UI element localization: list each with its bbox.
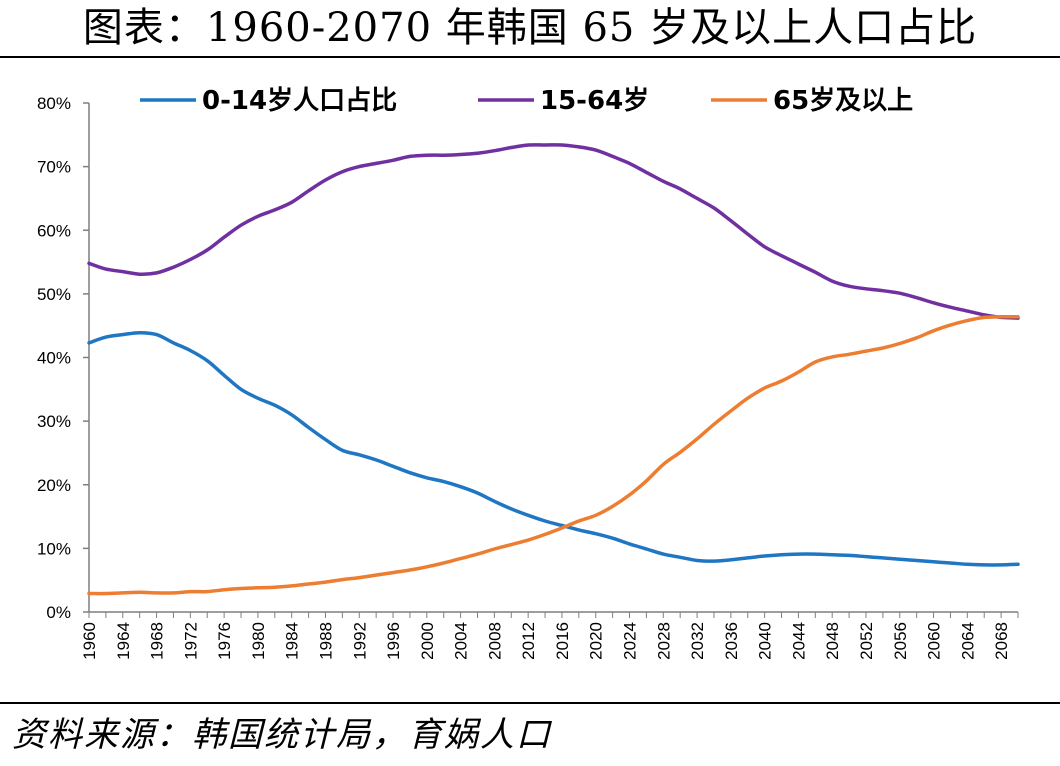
x-tick-label: 2060: [925, 622, 944, 660]
x-tick-label: 2044: [789, 622, 808, 660]
x-tick-label: 2000: [418, 622, 437, 660]
x-tick-label: 2064: [958, 622, 977, 660]
y-axis: 0% 10% 20% 30% 40% 50% 60% 70% 80%: [37, 94, 89, 622]
footer-divider: [0, 702, 1060, 704]
legend-label: 15-64岁: [540, 85, 649, 116]
x-tick-label: 2068: [992, 622, 1011, 660]
y-tick-label: 60%: [37, 221, 71, 240]
x-tick-label: 2024: [621, 622, 640, 660]
y-tick-label: 0%: [46, 603, 71, 622]
series-lines: [89, 145, 1018, 594]
x-tick-label: 1992: [350, 622, 369, 660]
x-tick-label: 1988: [316, 622, 335, 660]
x-tick-label: 2036: [722, 622, 741, 660]
series-line-2: [89, 145, 1018, 318]
source-note: 资料来源：韩国统计局，育娲人口: [12, 712, 552, 758]
x-tick-label: 1984: [283, 622, 302, 660]
x-tick-label: 2048: [823, 622, 842, 660]
line-chart: 0%10%20%30%40%50%60%70%80% 1960 1964 1968 1…: [0, 60, 1060, 700]
y-tick-label: 40%: [37, 349, 71, 368]
x-tick-label: 2056: [891, 622, 910, 660]
x-tick-label: 1980: [249, 622, 268, 660]
x-tick-label: 2020: [587, 622, 606, 660]
x-tick-label: 1972: [181, 622, 200, 660]
x-tick-label: 2040: [756, 622, 775, 660]
legend: 0-14岁人口占比 15-64岁 65岁及以上: [140, 85, 913, 116]
x-tick-label: 1960: [80, 622, 99, 660]
legend-label: 0-14岁人口占比: [202, 85, 397, 116]
x-tick-label: 2052: [857, 622, 876, 660]
y-tick-label: 10%: [37, 539, 71, 558]
legend-label: 65岁及以上: [773, 85, 913, 116]
y-tick-label: 80%: [37, 94, 71, 113]
series-line-3: [89, 317, 1018, 594]
y-tick-label: 70%: [37, 158, 71, 177]
x-tick-label: 2004: [452, 622, 471, 660]
x-tick-label: 1996: [384, 622, 403, 660]
x-tick-label: 1976: [215, 622, 234, 660]
chart-title: 图表：1960-2070 年韩国 65 岁及以上人口占比: [0, 2, 1060, 54]
x-tick-label: 1968: [148, 622, 167, 660]
x-tick-label: 2032: [688, 622, 707, 660]
x-tick-label: 2028: [654, 622, 673, 660]
y-tick-label: 50%: [37, 285, 71, 304]
y-tick-label: 30%: [37, 412, 71, 431]
x-tick-label: 2012: [519, 622, 538, 660]
title-divider: [0, 56, 1060, 58]
y-tick-label: 20%: [37, 476, 71, 495]
x-tick-label: 1964: [114, 622, 133, 660]
x-axis: 1960 1964 1968 1972 1976 1980 1984 1988 1992 1996…: [80, 612, 1018, 660]
x-tick-label: 2016: [553, 622, 572, 660]
x-tick-label: 2008: [485, 622, 504, 660]
